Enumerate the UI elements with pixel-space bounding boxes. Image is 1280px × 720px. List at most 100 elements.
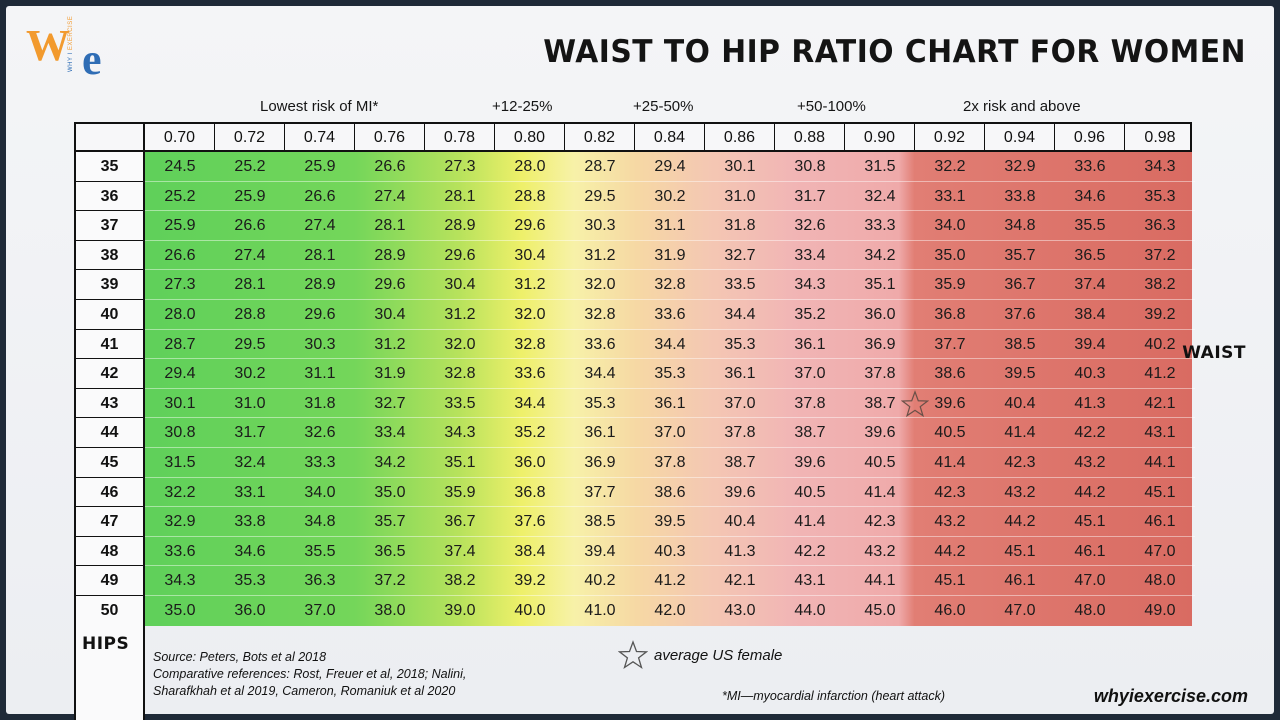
waist-value-cell: 44.1 xyxy=(845,566,915,596)
average-us-female-star-icon xyxy=(901,389,929,417)
waist-value-cell: 32.4 xyxy=(845,182,915,212)
waist-value-cell: 45.1 xyxy=(985,537,1055,567)
waist-value-cell: 31.7 xyxy=(775,182,845,212)
logo-tag-exercise: EXERCISE xyxy=(68,15,74,51)
site-url[interactable]: whyiexercise.com xyxy=(1093,686,1248,706)
waist-value-cell: 47.0 xyxy=(1004,602,1036,619)
waist-value-cell: 35.0 xyxy=(355,478,425,508)
waist-value-cell: 38.2 xyxy=(425,566,495,596)
waist-value-cell: 31.5 xyxy=(845,152,915,182)
waist-value-cell: 30.2 xyxy=(635,182,705,212)
hips-axis-label: HIPS xyxy=(82,634,130,654)
waist-value-cell: 36.5 xyxy=(1055,241,1125,271)
waist-value-cell: 35.1 xyxy=(845,270,915,300)
waist-value-cell: 48.0 xyxy=(1125,566,1195,596)
waist-value-cell: 31.1 xyxy=(285,359,355,389)
logo-w: W xyxy=(26,21,70,70)
waist-value-cell: 27.4 xyxy=(215,241,285,271)
waist-value-cell: 41.3 xyxy=(1055,389,1125,419)
waist-value-cell: 43.2 xyxy=(845,537,915,567)
waist-value-cell: 39.6 xyxy=(915,389,985,419)
waist-value-cell: 33.1 xyxy=(915,182,985,212)
hip-row-label: 39 xyxy=(76,270,143,300)
waist-value-cell: 29.6 xyxy=(495,211,565,241)
waist-value-cell: 25.2 xyxy=(215,152,285,182)
waist-value-cell: 30.4 xyxy=(355,300,425,330)
waist-value-cell: 30.8 xyxy=(145,418,215,448)
waist-value-cell: 30.1 xyxy=(145,389,215,419)
ratio-header-cell: 0.78 xyxy=(425,124,495,150)
waist-value-cell: 28.1 xyxy=(285,241,355,271)
waist-value-cell: 36.8 xyxy=(495,478,565,508)
waist-value-cell: 33.3 xyxy=(845,211,915,241)
waist-value-cell: 31.0 xyxy=(215,389,285,419)
waist-value-cell: 43.1 xyxy=(775,566,845,596)
waist-value-cell: 34.3 xyxy=(775,270,845,300)
waist-value-cell: 32.0 xyxy=(495,300,565,330)
waist-value-cell: 28.1 xyxy=(215,270,285,300)
waist-value-cell: 28.9 xyxy=(355,241,425,271)
waist-value-cell: 39.6 xyxy=(775,448,845,478)
waist-value-cell: 45.1 xyxy=(1125,478,1195,508)
waist-value-cell: 45.1 xyxy=(915,566,985,596)
ratio-header-cell: 0.74 xyxy=(285,124,355,150)
hip-row-label: 37 xyxy=(76,211,143,241)
waist-value-cell: 31.1 xyxy=(635,211,705,241)
waist-value-cell: 46.1 xyxy=(985,566,1055,596)
waist-value-cell: 34.3 xyxy=(1125,152,1195,182)
hip-row-label: 43 xyxy=(76,389,143,419)
waist-value-cell: 34.6 xyxy=(1055,182,1125,212)
waist-value-cell: 25.9 xyxy=(285,152,355,182)
waist-value-cell: 38.4 xyxy=(1055,300,1125,330)
hip-row-label: 48 xyxy=(76,537,143,567)
band-label-lowest: Lowest risk of MI* xyxy=(260,98,379,115)
waist-value-cell: 47.0 xyxy=(1055,566,1125,596)
ratio-header-cell: 0.88 xyxy=(775,124,845,150)
waist-value-cell: 28.0 xyxy=(145,300,215,330)
waist-axis-label: WAIST xyxy=(1182,343,1246,363)
waist-value-cell: 36.0 xyxy=(845,300,915,330)
waist-value-cell: 43.2 xyxy=(1055,448,1125,478)
waist-value-cell: 41.2 xyxy=(1125,359,1195,389)
waist-value-cell: 34.8 xyxy=(985,211,1055,241)
hips-column: 35 36 37 38 39 40 41 42 43 44 45 46 47 48 49 50 xyxy=(74,152,145,720)
waist-value-cell: 34.4 xyxy=(635,330,705,360)
site-logo[interactable]: W e WHY I EXERCISE xyxy=(26,16,116,82)
waist-value-cell: 37.0 xyxy=(705,389,775,419)
band-label-2x: 2x risk and above xyxy=(963,98,1081,115)
waist-value-cell: 44.2 xyxy=(915,537,985,567)
ratio-header-cell: 0.82 xyxy=(565,124,635,150)
waist-value-cell: 34.3 xyxy=(145,566,215,596)
hip-row-label: 50 xyxy=(100,602,119,619)
waist-value-cell: 34.6 xyxy=(215,537,285,567)
waist-value-cell: 36.3 xyxy=(1125,211,1195,241)
waist-value-cell: 33.5 xyxy=(705,270,775,300)
waist-value-cell: 37.2 xyxy=(355,566,425,596)
waist-value-cell: 40.3 xyxy=(1055,359,1125,389)
waist-value-cell: 33.8 xyxy=(215,507,285,537)
waist-value-cell: 32.7 xyxy=(705,241,775,271)
waist-value-cell: 32.8 xyxy=(565,300,635,330)
waist-value-cell: 37.8 xyxy=(775,389,845,419)
ratio-header-cell: 0.90 xyxy=(845,124,915,150)
waist-value-cell: 28.9 xyxy=(425,211,495,241)
waist-value-cell: 33.5 xyxy=(425,389,495,419)
waist-value-cell: 37.7 xyxy=(915,330,985,360)
waist-grid: 24.5 25.2 25.9 26.6 27.3 28.0 28.7 29.4 30.1 30.8… xyxy=(145,152,1195,626)
ratio-header-cell: 0.84 xyxy=(635,124,705,150)
waist-value-cell: 38.6 xyxy=(635,478,705,508)
waist-value-cell: 34.2 xyxy=(355,448,425,478)
waist-value-cell: 42.3 xyxy=(985,448,1055,478)
waist-value-cell: 27.4 xyxy=(285,211,355,241)
waist-value-cell: 35.1 xyxy=(425,448,495,478)
waist-value-cell: 37.0 xyxy=(304,602,336,619)
source-line: Sharafkhah et al 2019, Cameron, Romaniuk… xyxy=(153,684,456,698)
waist-value-cell: 40.5 xyxy=(915,418,985,448)
waist-value-cell: 36.1 xyxy=(775,330,845,360)
ratio-header-row: 0.70 0.72 0.74 0.76 0.78 0.80 0.82 0.84 0.86 0.88… xyxy=(74,122,1192,152)
waist-value-cell: 36.3 xyxy=(285,566,355,596)
legend-star-label: average US female xyxy=(654,646,783,664)
waist-value-cell: 37.6 xyxy=(985,300,1055,330)
waist-value-cell: 32.8 xyxy=(635,270,705,300)
waist-value-cell: 37.4 xyxy=(1055,270,1125,300)
